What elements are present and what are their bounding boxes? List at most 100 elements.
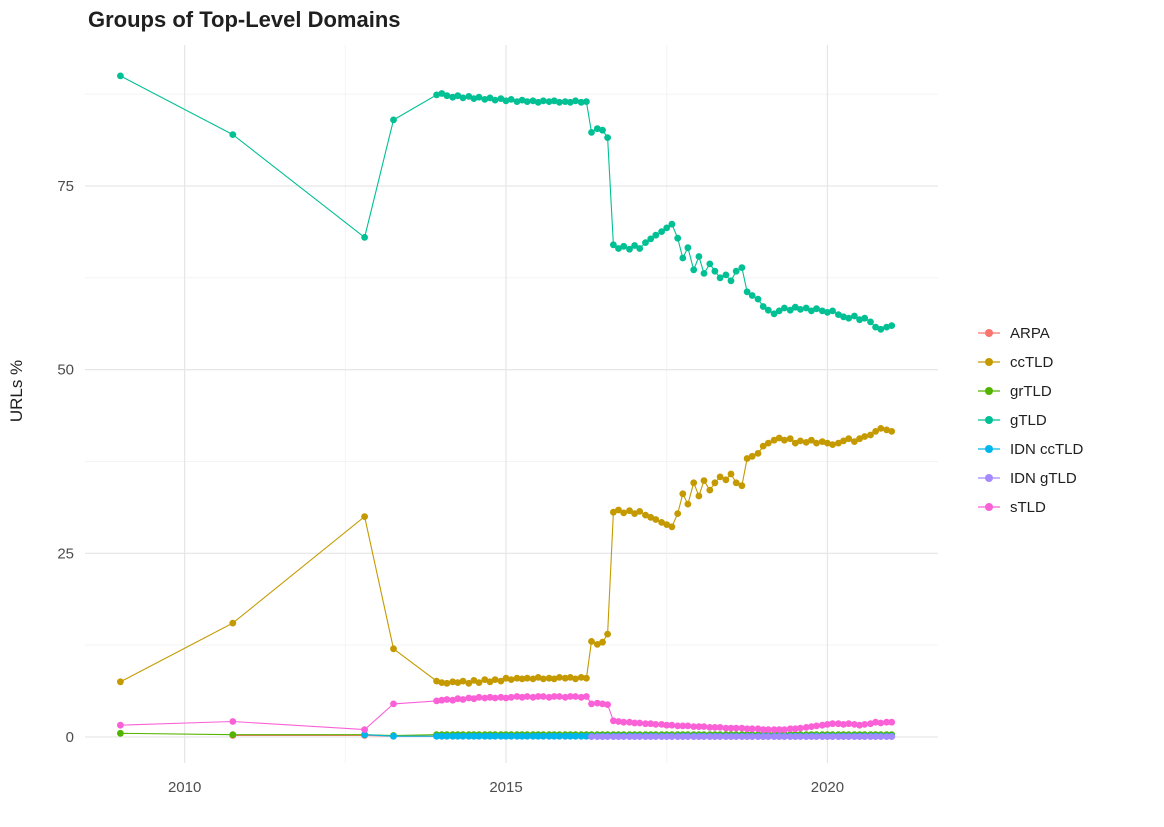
data-point-idn-gtld xyxy=(604,733,611,740)
data-point-cctld xyxy=(454,679,462,686)
data-point-stld xyxy=(583,693,590,700)
data-point-stld xyxy=(545,693,553,701)
data-point-idn-gtld xyxy=(658,733,665,740)
y-tick-label: 0 xyxy=(66,729,74,746)
gridlines xyxy=(85,45,938,763)
data-point-idn-gtld xyxy=(711,733,719,740)
data-point-gtld xyxy=(518,96,526,104)
data-point-stld xyxy=(518,693,526,701)
data-point-stld xyxy=(449,696,457,704)
data-point-cctld xyxy=(229,619,237,627)
data-point-stld xyxy=(802,724,810,731)
data-point-gtld xyxy=(851,312,858,320)
data-point-idn-gtld xyxy=(700,733,708,740)
legend-key-dot xyxy=(985,387,993,395)
data-point-stld xyxy=(539,693,547,700)
data-point-stld xyxy=(593,699,601,707)
data-point-stld xyxy=(438,696,446,704)
data-point-idn-cctld xyxy=(438,732,446,740)
data-point-gtld xyxy=(845,314,853,322)
data-point-idn-gtld xyxy=(861,733,869,740)
data-point-idn-cctld xyxy=(513,732,521,740)
data-point-idn-gtld xyxy=(829,733,836,740)
data-point-gtld xyxy=(658,228,665,236)
data-point-cctld xyxy=(813,439,820,447)
data-point-idn-cctld xyxy=(545,732,553,740)
data-point-gtld xyxy=(727,277,735,285)
data-point-stld xyxy=(443,696,451,703)
legend-label: gTLD xyxy=(1010,412,1047,429)
data-point-cctld xyxy=(556,674,563,681)
data-point-cctld xyxy=(481,676,489,683)
data-point-cctld xyxy=(743,455,751,462)
data-point-gtld xyxy=(577,98,585,106)
data-point-grtld xyxy=(229,731,237,739)
data-point-stld xyxy=(615,718,622,725)
data-point-idn-gtld xyxy=(883,733,890,740)
data-point-cctld xyxy=(695,492,703,500)
data-point-cctld xyxy=(872,428,879,435)
legend-label: ccTLD xyxy=(1010,354,1054,371)
data-point-gtld xyxy=(716,274,724,282)
data-point-cctld xyxy=(465,679,473,687)
data-point-idn-gtld xyxy=(808,733,815,740)
data-point-idn-gtld xyxy=(690,733,698,740)
data-point-stld xyxy=(523,693,531,700)
legend-key-dot xyxy=(985,416,993,424)
data-point-gtld xyxy=(390,116,397,124)
y-tick-label: 50 xyxy=(57,362,74,379)
data-point-idn-gtld xyxy=(770,733,778,740)
data-point-stld xyxy=(465,694,473,702)
data-point-idn-cctld xyxy=(561,732,569,740)
data-point-cctld xyxy=(700,477,708,484)
data-point-cctld xyxy=(786,435,794,443)
data-point-cctld xyxy=(486,678,494,686)
data-point-cctld xyxy=(674,510,682,517)
data-point-cctld xyxy=(523,674,531,682)
y-axis-title: URLs % xyxy=(7,360,26,422)
data-point-stld xyxy=(824,721,831,728)
data-point-cctld xyxy=(888,428,896,435)
data-point-gtld xyxy=(877,325,885,333)
data-point-idn-gtld xyxy=(642,733,649,740)
data-point-idn-gtld xyxy=(636,733,644,740)
data-point-idn-gtld xyxy=(824,733,831,740)
data-point-stld xyxy=(433,697,440,705)
data-point-cctld xyxy=(518,675,526,683)
data-point-idn-gtld xyxy=(732,733,740,740)
data-point-gtld xyxy=(443,92,451,100)
data-point-idn-gtld xyxy=(840,733,847,740)
data-point-gtld xyxy=(361,234,368,241)
data-point-gtld xyxy=(668,220,676,228)
data-point-idn-cctld xyxy=(486,732,494,740)
series-layer xyxy=(117,72,896,740)
data-point-gtld xyxy=(470,95,478,102)
data-point-cctld xyxy=(642,511,649,519)
data-point-idn-gtld xyxy=(593,733,601,740)
data-point-idn-gtld xyxy=(802,733,810,740)
data-point-cctld xyxy=(684,500,692,508)
data-point-idn-gtld xyxy=(663,733,671,740)
data-point-cctld xyxy=(626,507,633,515)
data-point-gtld xyxy=(572,97,579,105)
data-point-stld xyxy=(631,719,638,727)
data-point-cctld xyxy=(561,674,569,682)
data-point-gtld xyxy=(781,304,788,312)
data-point-stld xyxy=(556,693,563,700)
legend-item-idn-cctld: IDN ccTLD xyxy=(978,441,1084,458)
data-point-cctld xyxy=(507,676,515,683)
data-point-gtld xyxy=(583,98,590,105)
data-point-idn-cctld xyxy=(577,732,585,740)
data-point-idn-cctld xyxy=(459,732,467,740)
data-point-stld xyxy=(454,695,462,703)
data-point-gtld xyxy=(615,245,622,252)
data-point-cctld xyxy=(867,431,874,439)
data-point-stld xyxy=(775,726,783,733)
data-point-stld xyxy=(636,719,644,727)
data-point-gtld xyxy=(610,241,617,249)
data-point-stld xyxy=(856,721,863,729)
data-point-stld xyxy=(647,720,655,728)
data-point-stld xyxy=(507,693,515,701)
data-point-stld xyxy=(117,721,124,729)
